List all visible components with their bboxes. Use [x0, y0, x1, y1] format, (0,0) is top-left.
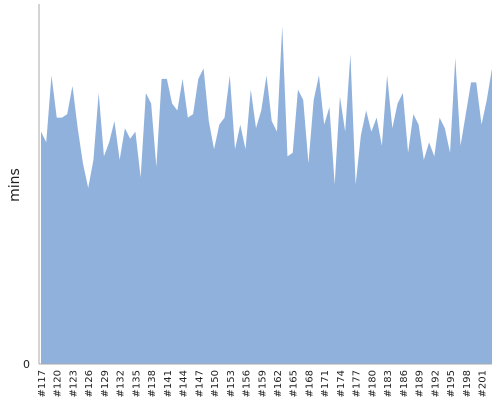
- x-tick-label: #153: [226, 370, 237, 397]
- x-tick-label: #156: [242, 370, 253, 397]
- x-tick-label: #138: [147, 370, 158, 397]
- x-tick-label: #192: [430, 370, 441, 397]
- x-tick-label: #186: [399, 370, 410, 397]
- x-tick-label: #135: [131, 370, 142, 397]
- x-tick-label: #201: [478, 370, 489, 397]
- x-tick-label: #183: [383, 370, 394, 397]
- x-tick-label: #132: [116, 370, 127, 397]
- area-series: [41, 26, 492, 365]
- x-tick-label: #180: [367, 370, 378, 397]
- x-tick-label: #162: [273, 370, 284, 397]
- x-tick-label: #171: [320, 370, 331, 397]
- x-tick-label: #126: [84, 370, 95, 397]
- x-tick-label: #195: [446, 370, 457, 397]
- x-tick-label: #144: [179, 370, 190, 397]
- x-tick-label: #165: [289, 370, 300, 397]
- x-tick-label: #120: [53, 370, 64, 397]
- x-tick-label: #123: [68, 370, 79, 397]
- x-tick-label: #129: [100, 370, 111, 397]
- plot-area: [38, 4, 492, 365]
- x-tick-label: #189: [415, 370, 426, 397]
- y-axis-label: mins: [7, 168, 23, 202]
- x-tick-label: #174: [336, 370, 347, 397]
- y-tick-label: 0: [23, 358, 30, 371]
- x-tick-label: #168: [304, 370, 315, 397]
- x-tick-label: #147: [194, 370, 205, 397]
- x-tick-labels: #117 #120 #123 #126 #129 #132 #135 #138 #141 #144…: [37, 370, 489, 397]
- x-tick-label: #141: [163, 370, 174, 397]
- x-tick-label: #150: [210, 370, 221, 397]
- x-tick-label: #198: [462, 370, 473, 397]
- x-tick-label: #177: [352, 370, 363, 397]
- x-tick-label: #159: [257, 370, 268, 397]
- x-tick-label: #117: [37, 370, 48, 397]
